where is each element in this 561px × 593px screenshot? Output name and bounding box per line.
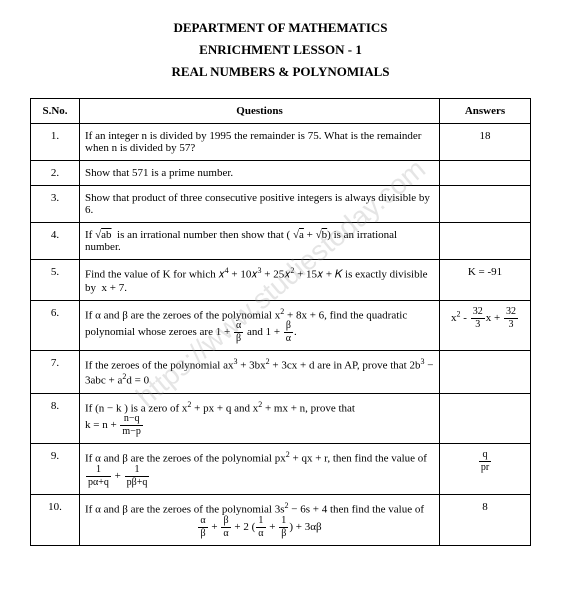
table-row: 7.If the zeroes of the polynomial ax3 + …	[31, 351, 531, 393]
lesson-heading: ENRICHMENT LESSON - 1	[30, 42, 531, 58]
cell-sno: 9.	[31, 444, 80, 495]
table-row: 6.If α and β are the zeroes of the polyn…	[31, 300, 531, 351]
col-answers: Answers	[440, 99, 531, 124]
cell-sno: 10.	[31, 494, 80, 545]
cell-sno: 1.	[31, 124, 80, 161]
table-row: 9.If α and β are the zeroes of the polyn…	[31, 444, 531, 495]
table-row: 2.Show that 571 is a prime number.	[31, 161, 531, 186]
col-sno: S.No.	[31, 99, 80, 124]
cell-answer	[440, 161, 531, 186]
cell-question: If the zeroes of the polynomial ax3 + 3b…	[80, 351, 440, 393]
cell-question: Show that 571 is a prime number.	[80, 161, 440, 186]
cell-sno: 4.	[31, 223, 80, 260]
table-row: 4.If √ab is an irrational number then sh…	[31, 223, 531, 260]
cell-answer	[440, 186, 531, 223]
cell-sno: 2.	[31, 161, 80, 186]
cell-sno: 7.	[31, 351, 80, 393]
dept-heading: DEPARTMENT OF MATHEMATICS	[30, 20, 531, 36]
cell-sno: 6.	[31, 300, 80, 351]
cell-answer: 18	[440, 124, 531, 161]
cell-question: If α and β are the zeroes of the polynom…	[80, 494, 440, 545]
cell-question: Find the value of K for which 𝑥4 + 10𝑥3 …	[80, 260, 440, 301]
table-row: 5.Find the value of K for which 𝑥4 + 10𝑥…	[31, 260, 531, 301]
cell-answer	[440, 393, 531, 444]
cell-sno: 8.	[31, 393, 80, 444]
table-row: 1.If an integer n is divided by 1995 the…	[31, 124, 531, 161]
cell-question: If α and β are the zeroes of the polynom…	[80, 444, 440, 495]
cell-question: If √ab is an irrational number then show…	[80, 223, 440, 260]
table-row: 10.If α and β are the zeroes of the poly…	[31, 494, 531, 545]
col-questions: Questions	[80, 99, 440, 124]
cell-answer: K = -91	[440, 260, 531, 301]
table-row: 8.If (n − k ) is a zero of x2 + px + q a…	[31, 393, 531, 444]
cell-question: If α and β are the zeroes of the polynom…	[80, 300, 440, 351]
cell-question: If an integer n is divided by 1995 the r…	[80, 124, 440, 161]
cell-answer: qpr	[440, 444, 531, 495]
cell-answer: 8	[440, 494, 531, 545]
cell-sno: 5.	[31, 260, 80, 301]
cell-sno: 3.	[31, 186, 80, 223]
topic-heading: REAL NUMBERS & POLYNOMIALS	[30, 64, 531, 80]
cell-question: If (n − k ) is a zero of x2 + px + q and…	[80, 393, 440, 444]
cell-answer	[440, 223, 531, 260]
questions-table: S.No. Questions Answers 1.If an integer …	[30, 98, 531, 546]
cell-answer	[440, 351, 531, 393]
cell-question: Show that product of three consecutive p…	[80, 186, 440, 223]
cell-answer: x2 - 323x + 323	[440, 300, 531, 351]
table-row: 3.Show that product of three consecutive…	[31, 186, 531, 223]
